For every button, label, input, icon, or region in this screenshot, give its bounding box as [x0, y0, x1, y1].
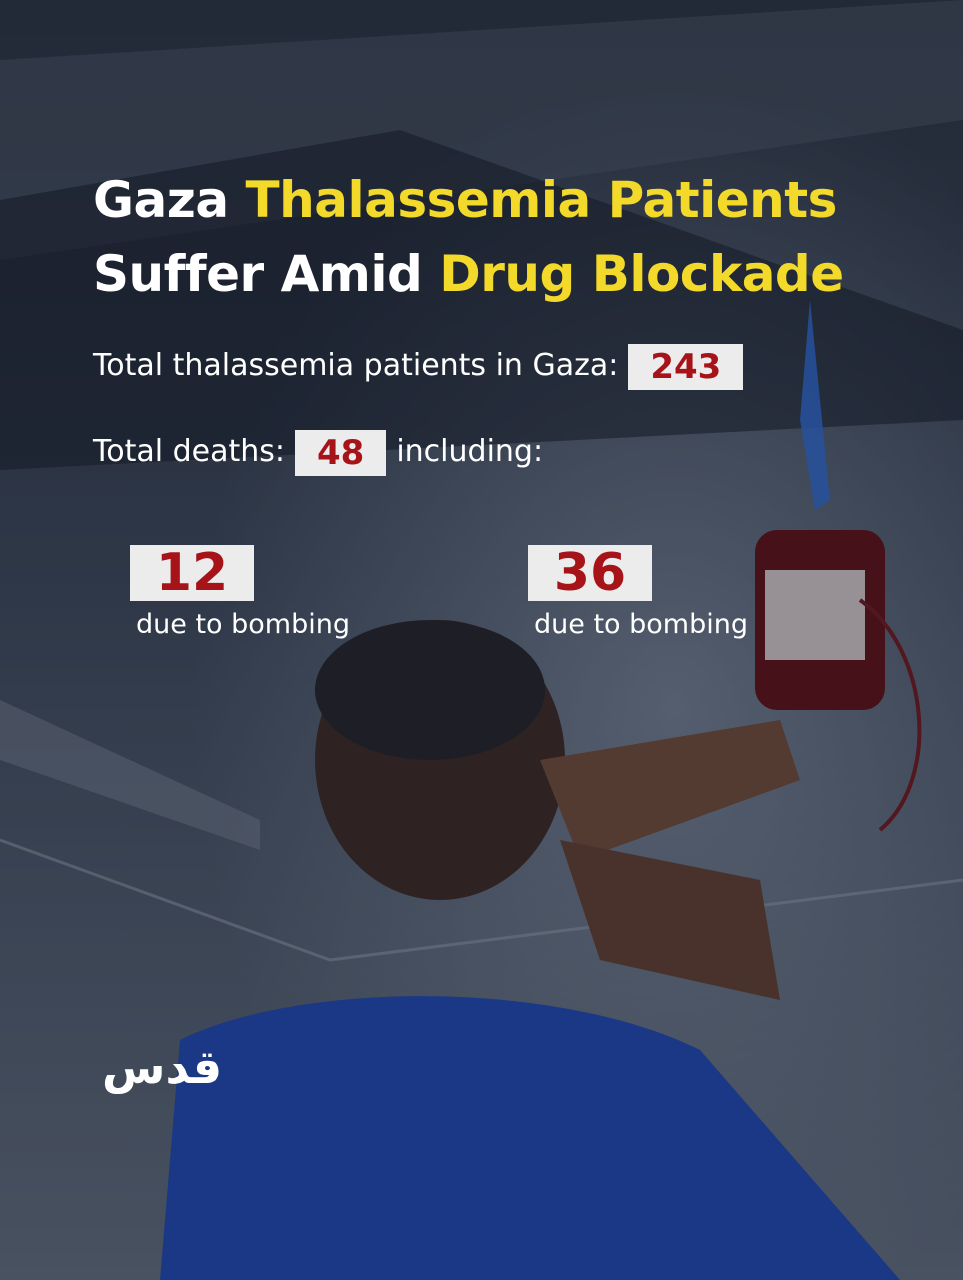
- breakdown-label: due to bombing: [136, 609, 350, 640]
- stat-value: 48: [295, 429, 387, 476]
- title-highlight: Thalassemia Patients: [245, 171, 838, 229]
- breakdown-value: 36: [528, 545, 652, 601]
- breakdown-item: 36 due to bombing: [528, 545, 748, 640]
- stat-suffix: including:: [396, 434, 544, 469]
- stat-line: Total deaths: 48 including:: [93, 429, 543, 476]
- breakdown-item: 12 due to bombing: [130, 545, 350, 640]
- title-line: Suffer Amid Drug Blockade: [93, 244, 844, 304]
- title-text: Suffer Amid: [93, 245, 423, 303]
- stat-label: Total deaths:: [93, 434, 285, 469]
- title-line: Gaza Thalassemia Patients: [93, 170, 837, 230]
- title-text: Gaza: [93, 171, 229, 229]
- stat-value: 243: [628, 343, 744, 390]
- breakdown-label: due to bombing: [534, 609, 748, 640]
- logo: قدس: [102, 1040, 223, 1094]
- stat-label: Total thalassemia patients in Gaza:: [93, 348, 619, 383]
- breakdown-value: 12: [130, 545, 254, 601]
- stat-line: Total thalassemia patients in Gaza: 243: [93, 343, 753, 390]
- title-highlight: Drug Blockade: [439, 245, 844, 303]
